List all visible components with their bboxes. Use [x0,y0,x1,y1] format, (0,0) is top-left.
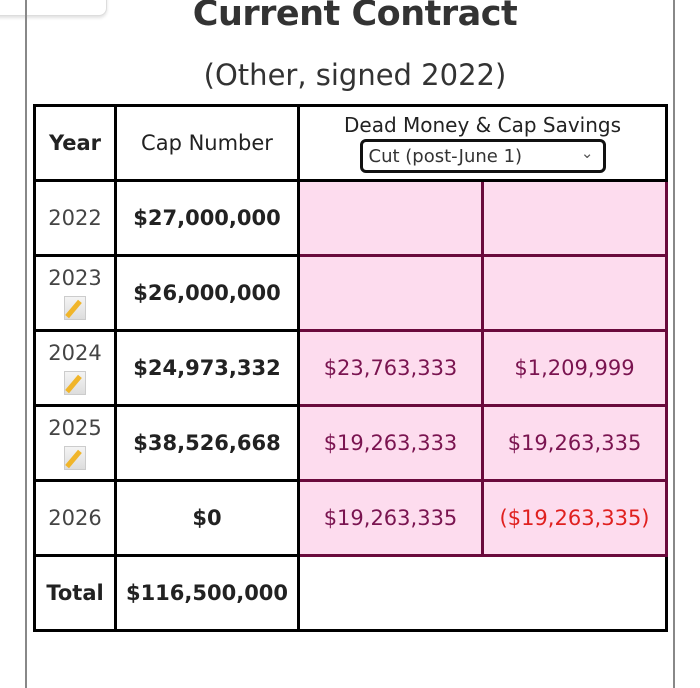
year-cell: 2026 [33,479,117,557]
year-cell: 2023 [33,254,117,332]
cap-savings-cell [480,179,669,257]
year-cell: 2024 [33,329,117,407]
header-dead-money-label: Dead Money & Cap Savings [343,113,622,137]
dead-money-cell [297,179,484,257]
scenario-select[interactable]: Cut (post-June 1) [359,139,606,173]
table-header-row: Year Cap Number Dead Money & Cap Savings… [33,104,669,182]
dead-money-cell: $19,263,335 [297,479,484,557]
cap-number-cell: $27,000,000 [114,179,300,257]
cap-savings-cell [480,254,669,332]
cap-number-cell: $24,973,332 [114,329,300,407]
total-empty [296,554,669,632]
edit-note-icon[interactable] [64,371,86,395]
dead-money-cell: $19,263,333 [297,404,484,482]
dead-money-cell: $23,763,333 [297,329,484,407]
table-row: 2024 $24,973,332 $23,763,333 $1,209,999 [33,329,669,407]
total-row: Total $116,500,000 [33,554,669,632]
contract-subtitle: (Other, signed 2022) [203,58,507,92]
contract-panel [25,0,675,688]
cap-number-cell: $26,000,000 [114,254,300,332]
year-text: 2026 [48,506,102,530]
cap-number-cell: $0 [114,479,300,557]
header-year: Year [33,104,117,182]
cap-savings-cell: ($19,263,335) [480,479,669,557]
year-text: 2022 [48,206,102,230]
table-row: 2025 $38,526,668 $19,263,333 $19,263,335 [33,404,669,482]
year-cell: 2025 [33,404,117,482]
cap-number-cell: $38,526,668 [114,404,300,482]
cap-savings-cell: $19,263,335 [480,404,669,482]
year-text: 2025 [48,416,102,440]
table-row: 2022 $27,000,000 [33,179,669,257]
header-dead-money: Dead Money & Cap Savings Cut (post-June … [296,104,669,182]
header-cap-number: Cap Number [114,104,300,182]
table-row: 2026 $0 $19,263,335 ($19,263,335) [33,479,669,557]
dead-money-cell [297,254,484,332]
total-label: Total [33,554,117,632]
table-row: 2023 $26,000,000 [33,254,669,332]
year-text: 2024 [48,341,102,365]
scenario-select-wrap: Cut (post-June 1) ⌄ [359,139,606,173]
page-title: Current Contract [192,0,518,34]
cap-savings-cell: $1,209,999 [480,329,669,407]
edit-note-icon[interactable] [64,296,86,320]
edit-note-icon[interactable] [64,446,86,470]
year-cell: 2022 [33,179,117,257]
total-cap: $116,500,000 [114,554,300,632]
contract-table: Year Cap Number Dead Money & Cap Savings… [33,104,669,632]
year-text: 2023 [48,266,102,290]
